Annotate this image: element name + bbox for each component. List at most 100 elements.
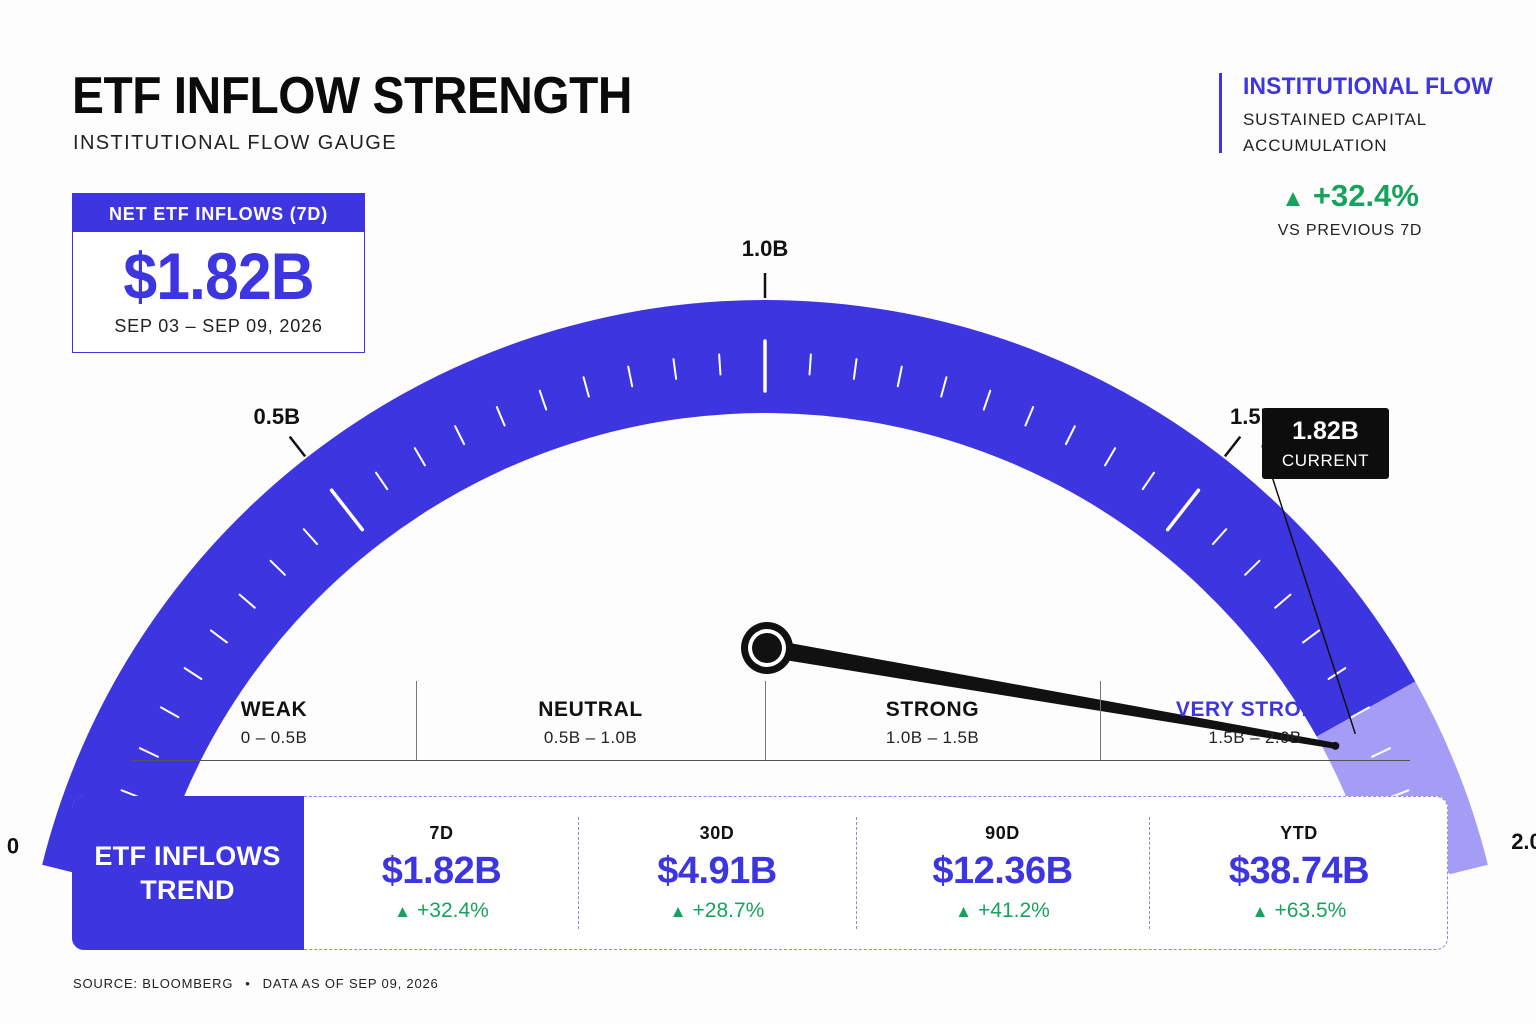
triangle-up-icon: ▲ — [955, 902, 972, 921]
gauge-minor-tick — [454, 425, 466, 446]
trend-period: 7D — [429, 823, 454, 843]
triangle-up-icon: ▲ — [1281, 185, 1305, 212]
kpi-label: NET ETF INFLOWS (7D) — [73, 194, 364, 232]
gauge-minor-tick — [413, 447, 426, 467]
zone-divider — [416, 681, 417, 760]
gauge-minor-tick — [538, 389, 548, 411]
gauge-minor-tick — [1141, 471, 1155, 491]
zone-divider — [1100, 681, 1101, 760]
gauge-minor-tick — [302, 528, 319, 546]
gauge-tick-label: 1.0B — [742, 236, 788, 261]
trend-value: $38.74B — [1228, 850, 1370, 892]
gauge-minor-tick — [375, 471, 389, 491]
gauge-minor-tick — [1104, 447, 1117, 467]
trend-item-7d: 7D $1.82B ▲ +32.4% — [305, 797, 578, 948]
gauge-minor-tick — [808, 353, 812, 376]
zone-name: WEAK — [240, 698, 308, 721]
gauge-minor-tick — [582, 376, 590, 398]
gauge-minor-tick — [896, 365, 903, 388]
trend-change: ▲ +41.2% — [856, 899, 1149, 923]
triangle-up-icon: ▲ — [669, 902, 687, 921]
trend-label: ETF INFLOWS TREND — [71, 795, 304, 950]
footer-source: SOURCE: BLOOMBERG — [73, 976, 234, 991]
trend-divider — [1149, 817, 1150, 929]
value-tag-value: 1.82B — [1292, 417, 1359, 445]
trend-value: $1.82B — [381, 850, 502, 892]
callout-text: SUSTAINED CAPITAL ACCUMULATION — [1243, 110, 1427, 155]
weekly-change-label: VS PREVIOUS 7D — [1277, 222, 1423, 239]
triangle-up-icon: ▲ — [394, 902, 411, 921]
value-tag-caption: CURRENT — [1282, 451, 1369, 470]
trend-item-30d: 30D $4.91B ▲ +28.7% — [578, 797, 856, 948]
footer: SOURCE: BLOOMBERG • DATA AS OF SEP 09, 202… — [73, 976, 439, 991]
gauge-needle-tip — [1331, 741, 1340, 750]
gauge-major-tick — [329, 488, 365, 532]
gauge-outer-tick — [1223, 435, 1242, 458]
page-subtitle: INSTITUTIONAL FLOW GAUGE — [73, 132, 397, 154]
gauge-minor-tick — [1064, 425, 1076, 446]
institutional-flow-callout: INSTITUTIONAL FLOW SUSTAINED CAPITAL ACC… — [1219, 73, 1506, 155]
value-tag-leader — [1261, 445, 1357, 735]
gauge-minor-tick — [1211, 528, 1228, 546]
gauge-needle — [765, 639, 1336, 749]
zone-range: 1.0B – 1.5B — [885, 728, 980, 747]
kpi-date-range: SEP 03 – SEP 09, 2026 — [114, 316, 323, 336]
zone-weak: WEAK 0 – 0.5B — [132, 681, 416, 760]
gauge-hub-inner — [752, 633, 782, 663]
trend-period: 90D — [985, 823, 1020, 843]
gauge-tick-label: 0 — [7, 834, 19, 859]
gauge-band — [42, 300, 1416, 893]
gauge-minor-tick — [1371, 747, 1392, 758]
footer-separator: • — [245, 976, 251, 991]
trend-period: YTD — [1280, 823, 1318, 843]
gauge-minor-tick — [1244, 559, 1261, 576]
gauge-tick-label: 2.0B — [1511, 829, 1536, 854]
gauge-minor-tick — [1350, 706, 1371, 719]
trend-change-text: +28.7% — [692, 899, 765, 922]
trend-divider — [578, 817, 579, 929]
trend-change-text: +32.4% — [417, 899, 489, 922]
trend-change-text: +63.5% — [1274, 899, 1347, 922]
gauge-minor-tick — [1274, 593, 1292, 609]
trend-change: ▲ +63.5% — [1149, 899, 1449, 923]
callout-title: INSTITUTIONAL FLOW — [1243, 73, 1493, 100]
gauge-minor-tick — [495, 406, 506, 427]
weekly-change: ▲ +32.4% VS PREVIOUS 7D — [1230, 178, 1470, 240]
gauge-minor-tick — [238, 593, 256, 609]
zone-range: 0.5B – 1.0B — [543, 728, 638, 747]
gauge-tick-label: 0.5B — [254, 404, 300, 429]
gauge-minor-tick — [159, 706, 180, 719]
trend-change: ▲ +28.7% — [578, 899, 856, 923]
zone-very-strong: VERY STRONG 1.5B – 2.0B — [1100, 681, 1410, 760]
gauge-minor-tick — [209, 629, 228, 644]
zone-strong: STRONG 1.0B – 1.5B — [765, 681, 1100, 760]
trend-item-ytd: YTD $38.74B ▲ +63.5% — [1149, 797, 1449, 948]
gauge-minor-tick — [852, 358, 858, 380]
zone-name: NEUTRAL — [538, 698, 643, 721]
page-title: ETF INFLOW STRENGTH — [72, 67, 632, 125]
gauge-minor-tick — [183, 667, 203, 681]
inflows-trend-panel: ETF INFLOWS TREND 7D $1.82B ▲ +32.4% 30D $4.9… — [71, 795, 1449, 950]
zone-legend: WEAK 0 – 0.5B NEUTRAL 0.5B – 1.0B STRONG 1.0B… — [132, 681, 1410, 761]
net-inflows-kpi: NET ETF INFLOWS (7D) $1.82B SEP 03 – SEP… — [72, 193, 365, 353]
trend-value: $4.91B — [657, 850, 777, 892]
gauge-minor-tick — [1327, 667, 1347, 681]
trend-change-text: +41.2% — [978, 899, 1050, 922]
zone-neutral: NEUTRAL 0.5B – 1.0B — [416, 681, 765, 760]
gauge-major-tick — [1165, 488, 1201, 532]
value-tag-box — [1262, 408, 1389, 479]
zone-name: STRONG — [885, 698, 980, 721]
zone-divider — [765, 681, 766, 760]
gauge-minor-tick — [269, 559, 286, 576]
gauge-minor-tick — [940, 376, 948, 398]
kpi-value: $1.82B — [123, 239, 314, 313]
trend-divider — [856, 817, 857, 929]
zone-range: 1.5B – 2.0B — [1208, 728, 1302, 747]
trend-period: 30D — [699, 823, 735, 843]
gauge-minor-tick — [1024, 406, 1035, 427]
weekly-change-text: +32.4% — [1312, 178, 1419, 213]
trend-item-90d: 90D $12.36B ▲ +41.2% — [856, 797, 1149, 948]
weekly-change-value: ▲ +32.4% — [1230, 178, 1470, 214]
gauge-minor-tick — [982, 389, 992, 411]
